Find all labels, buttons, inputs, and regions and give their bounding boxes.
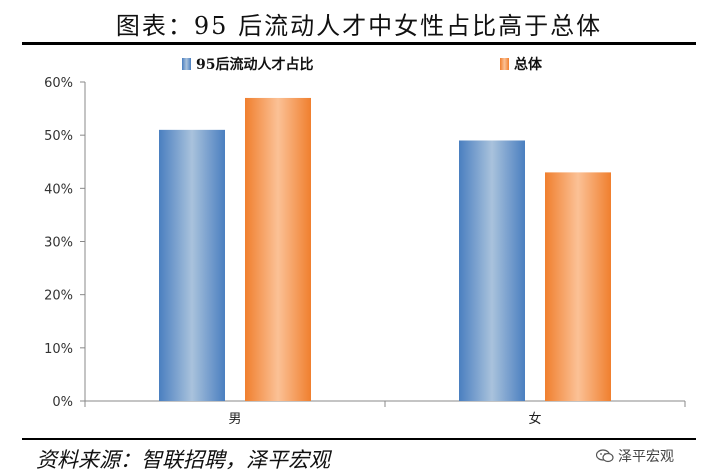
legend-swatch-0 [182, 58, 191, 70]
y-tick-label: 10% [44, 342, 73, 357]
y-tick-label: 40% [44, 182, 73, 197]
bar-series-95-0 [159, 129, 225, 401]
legend-label-1: 总体 [514, 56, 543, 73]
y-tick-label: 50% [44, 129, 73, 144]
watermark: 泽平宏观 [596, 446, 674, 466]
bar-series-total-1 [545, 172, 611, 401]
wechat-icon [596, 449, 614, 463]
y-tick-label: 30% [44, 236, 73, 251]
top-rule [22, 42, 696, 45]
y-tick-label: 0% [52, 395, 73, 410]
y-tick-label: 60% [44, 76, 73, 91]
legend: 95后流动人才占比 总体 [182, 56, 543, 73]
x-tick-label: 女 [528, 411, 541, 427]
source-note: 资料来源：智联招聘，泽平宏观 [36, 448, 330, 472]
chart-title: 图表：95 后流动人才中女性占比高于总体 [115, 12, 603, 40]
y-tick-label: 20% [44, 289, 73, 304]
x-tick-label: 男 [228, 412, 241, 427]
legend-label-0: 95后流动人才占比 [196, 56, 313, 73]
bar-series-total-0 [245, 97, 311, 401]
legend-swatch-1 [500, 58, 509, 70]
bars [159, 97, 611, 401]
bottom-rule [22, 438, 696, 440]
watermark-text: 泽平宏观 [618, 449, 674, 465]
bar-series-95-1 [459, 140, 525, 401]
